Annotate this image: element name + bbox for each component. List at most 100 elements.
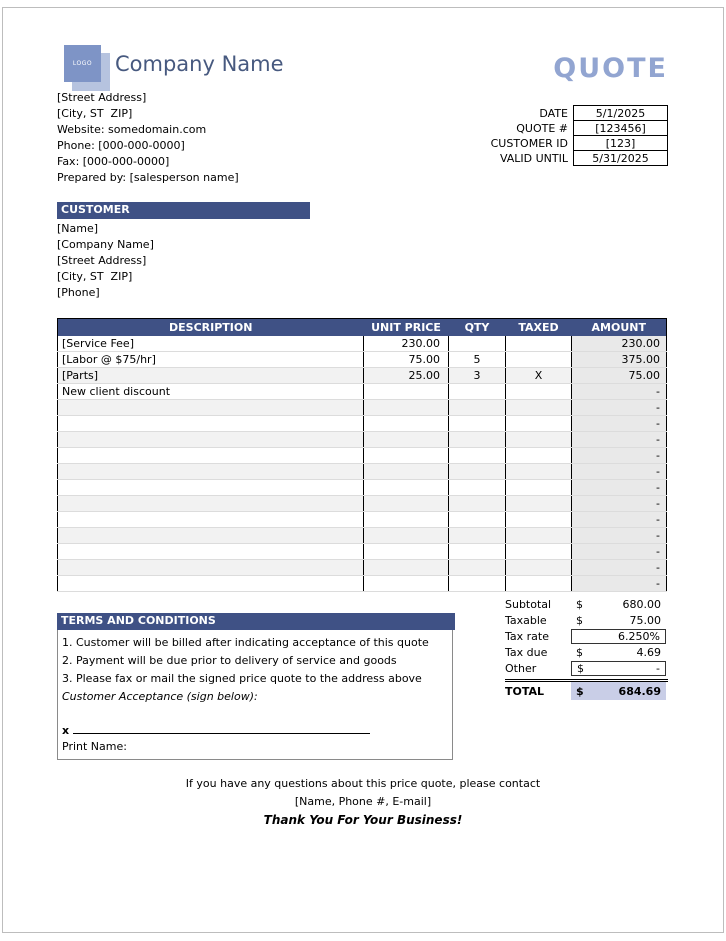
item-description-cell[interactable] (57, 575, 364, 592)
item-description-cell[interactable] (57, 447, 364, 464)
item-description-cell[interactable]: [Labor @ $75/hr] (57, 351, 364, 368)
item-taxed-cell[interactable] (505, 431, 572, 448)
item-row: [Service Fee] 230.00 230.00 (57, 336, 667, 352)
meta-row: QUOTE # [123456] (458, 120, 668, 136)
item-taxed-cell[interactable] (505, 479, 572, 496)
item-unit-price-cell[interactable] (363, 463, 449, 480)
item-qty-cell[interactable] (448, 479, 506, 496)
subtotal-row: Subtotal $ 680.00 (505, 596, 668, 612)
item-qty-cell[interactable]: 3 (448, 367, 506, 384)
item-qty-cell[interactable] (448, 575, 506, 592)
item-unit-price-cell[interactable] (363, 399, 449, 416)
item-amount-cell: - (571, 543, 667, 560)
item-description-cell[interactable] (57, 495, 364, 512)
item-qty-cell[interactable] (448, 511, 506, 528)
item-description-cell[interactable] (57, 543, 364, 560)
item-unit-price-cell[interactable] (363, 479, 449, 496)
item-description-cell[interactable] (57, 479, 364, 496)
item-qty-cell[interactable] (448, 463, 506, 480)
currency-symbol: $ (576, 613, 583, 627)
print-name-label: Print Name: (62, 740, 127, 753)
item-qty-cell[interactable]: 5 (448, 351, 506, 368)
subtotal-label: Subtotal (505, 597, 552, 611)
meta-value-box[interactable]: [123] (573, 135, 668, 151)
item-unit-price-cell[interactable] (363, 447, 449, 464)
item-unit-price-cell[interactable] (363, 559, 449, 576)
item-taxed-cell[interactable]: X (505, 367, 572, 384)
item-unit-price-cell[interactable]: 75.00 (363, 351, 449, 368)
item-qty-cell[interactable] (448, 415, 506, 432)
item-description-cell[interactable]: New client discount (57, 383, 364, 400)
item-unit-price-cell[interactable] (363, 431, 449, 448)
meta-value-box[interactable]: 5/31/2025 (573, 150, 668, 166)
other-input-box[interactable]: $ - (571, 660, 666, 676)
item-unit-price-cell[interactable] (363, 415, 449, 432)
meta-row: VALID UNTIL 5/31/2025 (458, 150, 668, 166)
total-row: TOTAL $ 684.69 (505, 679, 668, 700)
item-unit-price-cell[interactable] (363, 511, 449, 528)
item-unit-price-cell[interactable] (363, 575, 449, 592)
item-taxed-cell[interactable] (505, 495, 572, 512)
meta-value-box[interactable]: 5/1/2025 (573, 105, 668, 121)
item-unit-price-cell[interactable] (363, 543, 449, 560)
item-qty-cell[interactable] (448, 495, 506, 512)
item-row: - (57, 399, 667, 416)
item-taxed-cell[interactable] (505, 415, 572, 432)
item-description-cell[interactable] (57, 527, 364, 544)
company-address-line: [City, ST ZIP] (57, 107, 133, 120)
item-unit-price-cell[interactable] (363, 383, 449, 400)
company-address-line: Fax: [000-000-0000] (57, 155, 170, 168)
taxable-label: Taxable (505, 613, 547, 627)
item-row: - (57, 511, 667, 528)
item-taxed-cell[interactable] (505, 559, 572, 576)
item-qty-cell[interactable] (448, 431, 506, 448)
item-description-cell[interactable]: [Parts] (57, 367, 364, 384)
item-unit-price-cell[interactable]: 25.00 (363, 367, 449, 384)
item-amount-cell: - (571, 575, 667, 592)
quote-meta-fields: DATE 5/1/2025 QUOTE # [123456] CUSTOMER … (458, 105, 668, 166)
item-taxed-cell[interactable] (505, 336, 572, 352)
item-description-cell[interactable] (57, 431, 364, 448)
item-taxed-cell[interactable] (505, 527, 572, 544)
tax-rate-input-box[interactable]: 6.250% (571, 628, 666, 644)
item-taxed-cell[interactable] (505, 383, 572, 400)
meta-value-box[interactable]: [123456] (573, 120, 668, 136)
item-qty-cell[interactable] (448, 383, 506, 400)
items-column-header: UNIT PRICE (363, 318, 449, 336)
item-description-cell[interactable] (57, 415, 364, 432)
tax-due-row: Tax due $ 4.69 (505, 644, 668, 660)
item-unit-price-cell[interactable]: 230.00 (363, 336, 449, 352)
customer-info-line: [Phone] (57, 286, 100, 299)
item-description-cell[interactable] (57, 463, 364, 480)
item-taxed-cell[interactable] (505, 351, 572, 368)
item-qty-cell[interactable] (448, 543, 506, 560)
signature-rule[interactable] (73, 721, 371, 734)
company-address-block: [Street Address] [City, ST ZIP] Website: s… (57, 90, 239, 186)
footer: If you have any questions about this pri… (0, 775, 726, 829)
item-description-cell[interactable]: [Service Fee] (57, 336, 364, 352)
item-taxed-cell[interactable] (505, 511, 572, 528)
quote-title: QUOTE (553, 53, 668, 84)
item-qty-cell[interactable] (448, 447, 506, 464)
item-taxed-cell[interactable] (505, 463, 572, 480)
item-amount-cell: - (571, 415, 667, 432)
item-taxed-cell[interactable] (505, 447, 572, 464)
footer-contact-placeholder: [Name, Phone #, E-mail] (294, 795, 432, 808)
item-qty-cell[interactable] (448, 336, 506, 352)
total-label: TOTAL (505, 684, 545, 698)
footer-contact-line: If you have any questions about this pri… (185, 777, 541, 790)
item-taxed-cell[interactable] (505, 399, 572, 416)
terms-line: 2. Payment will be due prior to delivery… (62, 654, 397, 667)
item-unit-price-cell[interactable] (363, 527, 449, 544)
item-qty-cell[interactable] (448, 559, 506, 576)
item-unit-price-cell[interactable] (363, 495, 449, 512)
item-description-cell[interactable] (57, 559, 364, 576)
item-taxed-cell[interactable] (505, 575, 572, 592)
signature-line: x (62, 721, 447, 739)
items-column-header: QTY (448, 318, 506, 336)
item-qty-cell[interactable] (448, 399, 506, 416)
item-qty-cell[interactable] (448, 527, 506, 544)
item-description-cell[interactable] (57, 399, 364, 416)
item-taxed-cell[interactable] (505, 543, 572, 560)
item-description-cell[interactable] (57, 511, 364, 528)
